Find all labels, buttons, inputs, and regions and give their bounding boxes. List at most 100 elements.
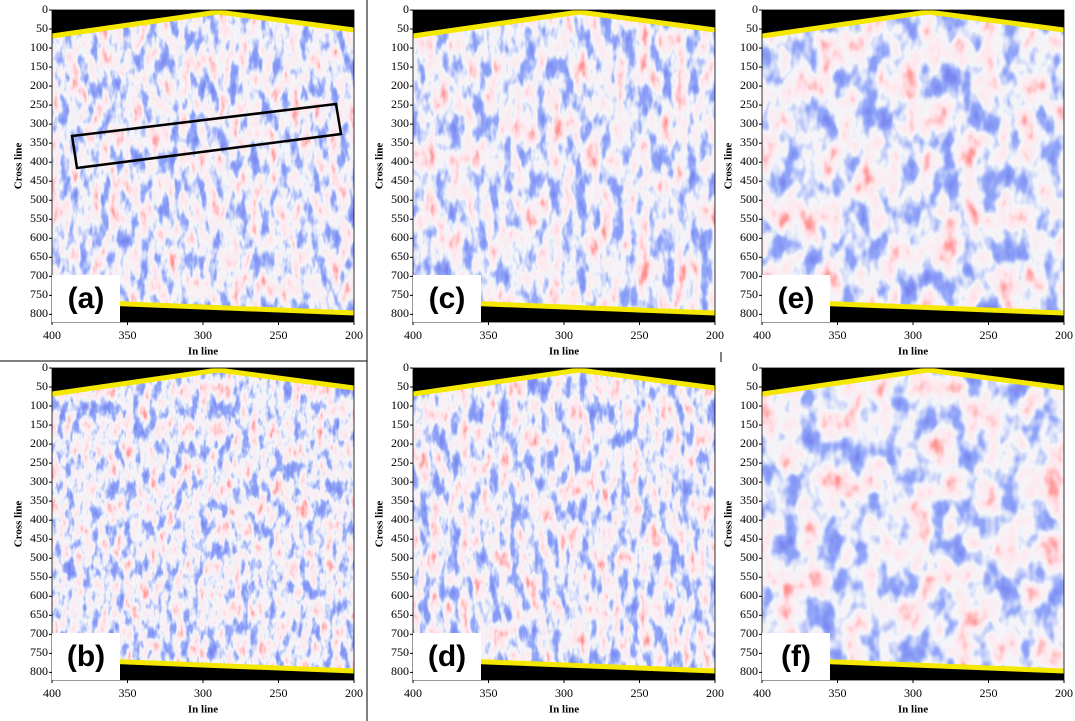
y-tick-label: 550: [30, 211, 48, 225]
y-tick-label: 50: [36, 379, 48, 393]
y-tick-label: 100: [740, 398, 758, 412]
y-tick-label: 250: [30, 455, 48, 469]
y-axis-label: Cross line: [374, 501, 386, 548]
y-tick-label: 150: [391, 417, 409, 431]
y-tick-label: 0: [752, 2, 758, 16]
y-tick-label: 750: [391, 287, 409, 301]
y-tick-label: 50: [36, 21, 48, 35]
x-tick-label: 350: [829, 686, 847, 700]
x-tick-label: 250: [270, 686, 288, 700]
y-tick-label: 500: [740, 550, 758, 564]
y-tick-label: 600: [740, 588, 758, 602]
y-tick-label: 0: [752, 360, 758, 374]
y-tick-label: 800: [391, 664, 409, 678]
y-tick-label: 150: [740, 59, 758, 73]
x-tick-label: 350: [480, 328, 498, 342]
y-tick-label: 50: [397, 21, 409, 35]
edge: [761, 9, 1065, 39]
seismic-image: [762, 368, 1064, 680]
y-tick-label: 800: [740, 306, 758, 320]
y-tick-label: 650: [391, 607, 409, 621]
y-tick-label: 500: [30, 550, 48, 564]
panel: 0 50 100 150 200 250 300 350 400 450 500 550 600 650 7…: [13, 360, 363, 716]
y-axis-label: Cross line: [723, 501, 735, 548]
seismic-image: [413, 10, 715, 322]
y-tick-label: 750: [30, 645, 48, 659]
y-tick-label: 750: [30, 287, 48, 301]
y-tick-label: 700: [30, 268, 48, 282]
x-tick-label: 350: [119, 686, 137, 700]
y-tick-label: 550: [740, 569, 758, 583]
y-tick-label: 350: [30, 135, 48, 149]
x-tick-label: 350: [480, 686, 498, 700]
x-tick-label: 250: [631, 686, 649, 700]
x-tick-label: 200: [706, 328, 724, 342]
x-tick-label: 200: [345, 686, 363, 700]
y-tick-label: 600: [740, 230, 758, 244]
y-tick-label: 300: [30, 116, 48, 130]
y-tick-label: 650: [30, 607, 48, 621]
seismic-image: [52, 368, 354, 680]
y-tick-label: 0: [42, 360, 48, 374]
y-tick-label: 800: [30, 664, 48, 678]
y-tick-label: 300: [740, 474, 758, 488]
y-axis-label: Cross line: [13, 143, 25, 190]
y-tick-label: 100: [30, 398, 48, 412]
y-tick-label: 450: [740, 531, 758, 545]
bottom-mask: [413, 660, 715, 680]
y-tick-label: 350: [740, 493, 758, 507]
y-tick-label: 50: [746, 379, 758, 393]
y-tick-label: 200: [30, 436, 48, 450]
y-tick-label: 350: [391, 493, 409, 507]
y-tick-label: 750: [740, 645, 758, 659]
y-tick-label: 800: [391, 306, 409, 320]
edge: [51, 9, 355, 39]
y-tick-label: 700: [391, 268, 409, 282]
x-tick-label: 300: [904, 686, 922, 700]
y-tick-label: 450: [391, 173, 409, 187]
x-tick-label: 250: [631, 328, 649, 342]
panel: 0 50 100 150 200 250 300 350 400 450 500 550 600 650 7…: [13, 2, 363, 358]
y-tick-label: 250: [740, 455, 758, 469]
y-tick-label: 450: [30, 531, 48, 545]
x-tick-label: 200: [345, 328, 363, 342]
y-axis-label: Cross line: [723, 143, 735, 190]
x-tick-label: 300: [555, 686, 573, 700]
x-axis-label: In line: [898, 704, 928, 716]
label-box: [413, 633, 481, 680]
y-tick-label: 550: [740, 211, 758, 225]
label-box: [52, 275, 120, 322]
y-tick-label: 600: [30, 230, 48, 244]
bottom-mask: [762, 302, 1064, 322]
y-tick-label: 250: [30, 97, 48, 111]
x-tick-label: 400: [753, 328, 771, 342]
y-tick-label: 650: [391, 249, 409, 263]
seismic-image: [762, 10, 1064, 322]
y-tick-label: 50: [397, 379, 409, 393]
y-tick-label: 400: [391, 154, 409, 168]
x-axis-label: In line: [549, 704, 579, 716]
x-tick-label: 400: [404, 686, 422, 700]
y-tick-label: 100: [391, 398, 409, 412]
y-tick-label: 450: [391, 531, 409, 545]
highlight-box: [70, 102, 343, 170]
y-tick-label: 550: [391, 211, 409, 225]
y-tick-label: 100: [391, 40, 409, 54]
label-box: [762, 275, 830, 322]
panel-label: (b): [67, 640, 105, 673]
x-tick-label: 400: [43, 686, 61, 700]
panel: 0 50 100 150 200 250 300 350 400 450 500 550 600 650 7…: [374, 360, 724, 716]
y-tick-label: 750: [740, 287, 758, 301]
panel-label: (d): [428, 640, 466, 673]
y-tick-label: 400: [391, 512, 409, 526]
y-tick-label: 200: [391, 436, 409, 450]
y-tick-label: 300: [30, 474, 48, 488]
panel: 0 50 100 150 200 250 300 350 400 450 500 550 600 650 7…: [723, 2, 1073, 358]
y-tick-label: 250: [391, 97, 409, 111]
x-axis-label: In line: [549, 346, 579, 358]
panel: 0 50 100 150 200 250 300 350 400 450 500 550 600 650 7…: [723, 360, 1073, 716]
x-axis-label: In line: [188, 704, 218, 716]
seismic-image: [52, 10, 354, 322]
y-tick-label: 550: [30, 569, 48, 583]
